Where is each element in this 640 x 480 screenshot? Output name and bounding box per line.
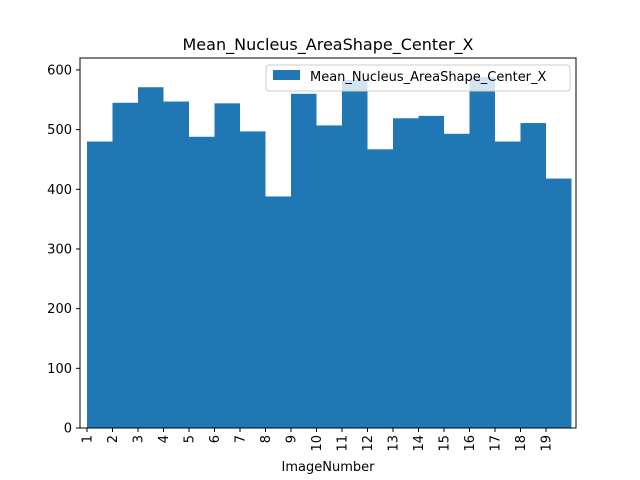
bar-10 — [316, 125, 342, 428]
x-tick-label: 9 — [285, 435, 300, 443]
legend-box — [265, 64, 571, 92]
y-tick-label: 100 — [47, 362, 72, 377]
y-axis: 0 100 200 300 400 500 600 — [47, 63, 80, 437]
x-tick-label: 16 — [463, 435, 478, 452]
x-tick-label: 5 — [183, 435, 198, 443]
x-tick-label: 18 — [514, 435, 529, 452]
x-tick-label: 8 — [259, 435, 274, 443]
x-tick-label: 2 — [106, 435, 121, 443]
y-tick-label: 500 — [47, 123, 72, 138]
y-tick-label: 200 — [47, 302, 72, 317]
y-tick-label: 0 — [64, 422, 72, 437]
bar-4 — [163, 101, 189, 428]
bar-16 — [469, 77, 495, 428]
bar-17 — [495, 141, 521, 429]
legend-label: Mean_Nucleus_AreaShape_Center_X — [310, 70, 547, 85]
bar-13 — [393, 118, 419, 429]
bar-14 — [418, 115, 444, 428]
x-tick-label: 19 — [540, 435, 555, 452]
y-tick-label: 400 — [47, 183, 72, 198]
x-tick-label: 14 — [412, 435, 427, 452]
x-tick-label: 1 — [81, 435, 96, 443]
bar-3 — [138, 87, 164, 429]
bar-12 — [367, 149, 393, 428]
x-tick-label: 17 — [489, 435, 504, 452]
x-tick-label: 13 — [387, 435, 402, 452]
x-tick-label: 7 — [234, 435, 249, 443]
bar-9 — [291, 93, 317, 428]
x-tick-label: 4 — [157, 435, 172, 443]
x-tick-label: 3 — [132, 435, 147, 443]
bar-5 — [189, 136, 215, 428]
x-tick-label: 6 — [208, 435, 223, 443]
bar-8 — [265, 196, 291, 428]
x-axis: 1 2 3 4 5 6 7 8 9 10 11 12 13 14 15 16 17 18 19 — [81, 428, 555, 452]
plot-frame — [79, 57, 577, 429]
bar-11 — [342, 80, 368, 428]
bar-6 — [214, 103, 240, 428]
chart-title: Mean_Nucleus_AreaShape_Center_X — [183, 35, 474, 55]
x-tick-label: 11 — [336, 435, 351, 452]
y-tick-label: 300 — [47, 242, 72, 257]
legend-swatch — [273, 70, 300, 80]
x-tick-label: 12 — [361, 435, 376, 452]
legend: Mean_Nucleus_AreaShape_Center_X — [265, 64, 571, 92]
x-axis-label: ImageNumber — [282, 460, 376, 475]
bars-group — [87, 77, 572, 429]
bar-15 — [444, 133, 470, 429]
y-tick-label: 600 — [47, 63, 72, 78]
bar-7 — [240, 131, 266, 428]
x-tick-label: 15 — [438, 435, 453, 452]
bar-1 — [87, 141, 113, 429]
bar-19 — [546, 178, 572, 428]
bar-18 — [520, 123, 546, 429]
x-tick-label: 10 — [310, 435, 325, 452]
bar-2 — [112, 102, 138, 428]
